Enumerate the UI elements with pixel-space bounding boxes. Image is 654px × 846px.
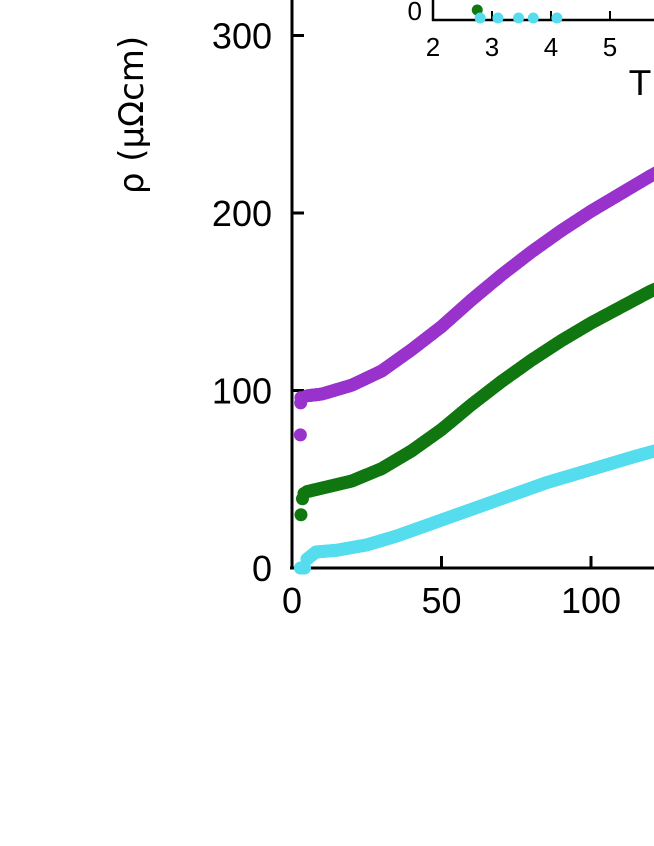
main-axes xyxy=(290,0,654,570)
y-tick-label: 300 xyxy=(212,16,272,57)
inset-y-tick-label: 0 xyxy=(408,0,422,26)
x-tick-label: 0 xyxy=(282,580,302,621)
inset-series-1-point xyxy=(474,12,486,24)
inset-ticks: 2 3 4 5 0 xyxy=(408,0,618,62)
inset-series-1-point xyxy=(551,12,563,24)
y-tick-label: 200 xyxy=(212,193,272,234)
inset-x-tick-label: 5 xyxy=(603,32,617,62)
inset-series-1-point xyxy=(527,12,539,24)
main-ticks: 0 50 100 0 100 200 300 xyxy=(212,16,621,622)
inset-x-tick-label: 3 xyxy=(485,32,499,62)
inset-data-points xyxy=(471,4,563,24)
y-tick-label: 0 xyxy=(252,548,272,589)
y-axis-title: ρ (μΩcm) xyxy=(112,36,152,194)
inset-plot: 2 3 4 5 0 T xyxy=(408,0,654,104)
y-tick-label: 100 xyxy=(212,371,272,412)
series-0-point xyxy=(293,428,307,442)
inset-series-1-point xyxy=(492,12,504,24)
series-1-point xyxy=(294,508,308,522)
x-tick-label: 100 xyxy=(561,580,621,621)
x-tick-label: 50 xyxy=(421,580,461,621)
inset-x-axis-title: T xyxy=(629,64,651,104)
inset-x-tick-label: 4 xyxy=(544,32,558,62)
main-data-points xyxy=(293,166,654,575)
inset-series-1-point xyxy=(513,12,525,24)
inset-x-tick-label: 2 xyxy=(426,32,440,62)
